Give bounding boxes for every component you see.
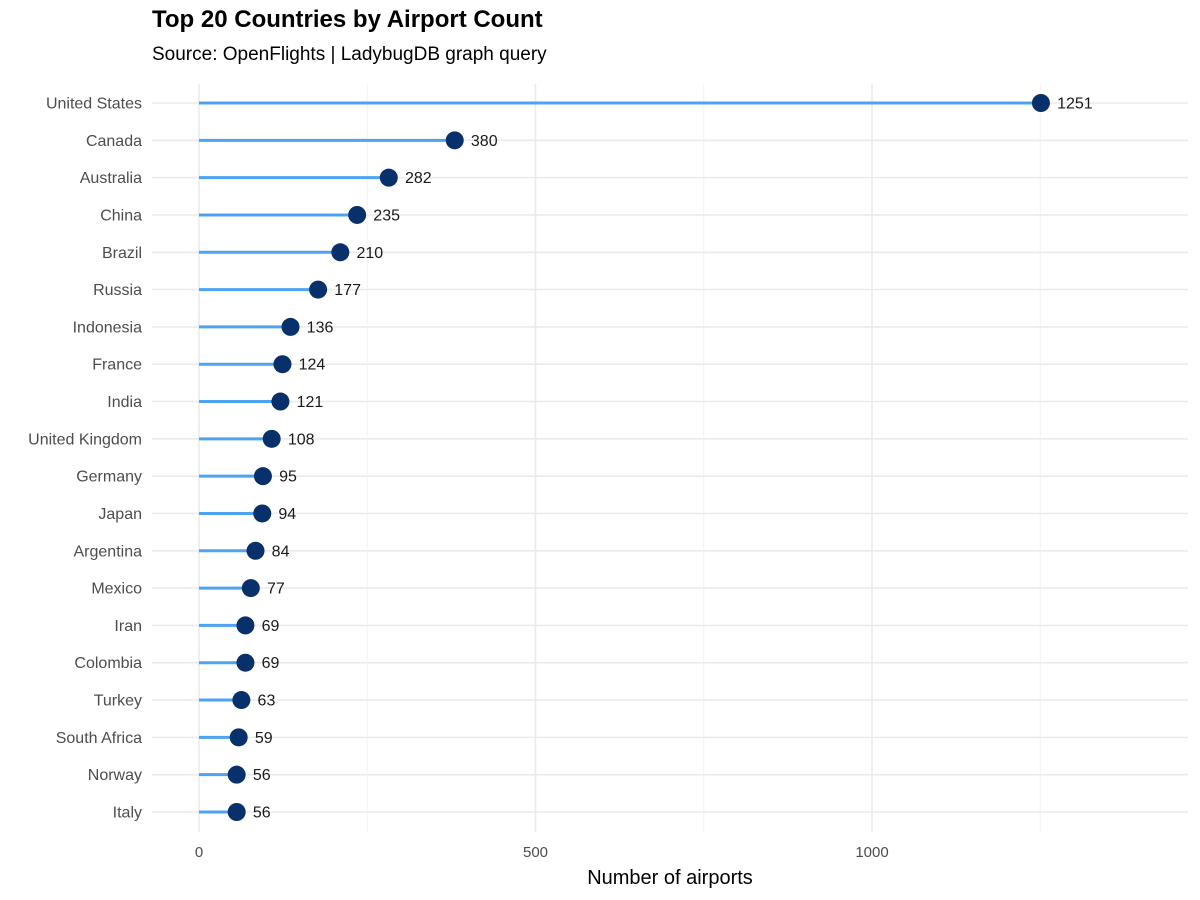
chart-title: Top 20 Countries by Airport Count — [152, 6, 543, 33]
x-tick-label: 1000 — [855, 844, 888, 861]
chart-row: Argentina 84 — [74, 541, 290, 560]
y-tick-label: Mexico — [91, 581, 142, 598]
chart-row: Norway 56 — [88, 765, 271, 784]
data-label: 282 — [405, 170, 432, 187]
lollipop-dot — [236, 616, 255, 635]
y-tick-label: China — [100, 207, 142, 224]
y-tick-label: United Kingdom — [28, 431, 142, 448]
chart-row: Canada 380 — [86, 131, 498, 150]
chart-row: Brazil 210 — [102, 243, 383, 262]
y-tick-label: South Africa — [56, 730, 142, 747]
lollipop-dot — [227, 765, 246, 784]
lollipop-dot — [331, 243, 350, 262]
y-tick-label: Indonesia — [73, 319, 142, 336]
y-tick-label: Norway — [88, 767, 142, 784]
data-label: 136 — [307, 319, 334, 336]
data-label: 94 — [278, 506, 296, 523]
lollipop-dot — [281, 317, 300, 336]
grid-minor — [366, 84, 1041, 832]
chart-row: India 121 — [107, 392, 324, 411]
chart-rows: United States 1251 Canada 380 Australia 282 Ch… — [28, 94, 1093, 822]
lollipop-dot — [253, 504, 272, 523]
data-label: 380 — [471, 133, 498, 150]
data-label: 69 — [262, 655, 280, 672]
data-label: 59 — [255, 730, 273, 747]
chart-row: Australia 282 — [80, 168, 432, 187]
lollipop-dot — [309, 280, 328, 299]
chart-row: Russia 177 — [93, 280, 361, 299]
lollipop-dot — [227, 803, 246, 821]
data-label: 56 — [253, 805, 271, 822]
chart-row: United Kingdom 108 — [28, 429, 315, 448]
chart-row: Iran 69 — [114, 616, 279, 635]
y-tick-label: France — [92, 357, 142, 374]
lollipop-dot — [271, 392, 290, 411]
y-tick-label: Italy — [113, 805, 142, 822]
lollipop-dot — [241, 579, 260, 598]
lollipop-dot — [445, 131, 464, 150]
lollipop-dot — [1031, 94, 1050, 112]
lollipop-dot — [236, 653, 255, 672]
chart-row: Germany 95 — [76, 467, 297, 486]
lollipop-dot — [262, 429, 281, 448]
chart-row: Japan 94 — [98, 504, 296, 523]
lollipop-dot — [229, 728, 248, 747]
data-label: 210 — [356, 245, 383, 262]
data-label: 124 — [299, 357, 326, 374]
x-tick-label: 0 — [195, 844, 203, 861]
y-tick-label: Turkey — [94, 693, 142, 710]
lollipop-dot — [253, 467, 272, 486]
chart-row: Turkey 63 — [94, 691, 276, 710]
x-axis-ticks: 0 500 1000 — [195, 844, 889, 861]
chart-row: South Africa 59 — [56, 728, 273, 747]
chart-row: United States 1251 — [46, 94, 1093, 113]
x-axis-label: Number of airports — [587, 867, 753, 889]
y-tick-label: Colombia — [74, 655, 142, 672]
y-tick-label: Argentina — [74, 543, 143, 560]
y-tick-label: Japan — [98, 506, 142, 523]
y-tick-label: Australia — [80, 170, 142, 187]
chart-row: Italy 56 — [113, 803, 271, 822]
y-tick-label: Germany — [76, 469, 142, 486]
chart-subtitle: Source: OpenFlights | LadybugDB graph qu… — [152, 44, 547, 65]
data-label: 177 — [334, 282, 361, 299]
lollipop-dot — [348, 205, 367, 224]
y-tick-label: Canada — [86, 133, 142, 150]
data-label: 56 — [253, 767, 271, 784]
data-label: 121 — [297, 394, 324, 411]
grid-major — [152, 84, 1188, 832]
chart-row: France 124 — [92, 355, 325, 374]
y-tick-label: Russia — [93, 282, 142, 299]
data-label: 77 — [267, 581, 285, 598]
data-label: 63 — [258, 693, 276, 710]
data-label: 1251 — [1057, 96, 1093, 113]
y-tick-label: Brazil — [102, 245, 142, 262]
y-tick-label: India — [107, 394, 142, 411]
chart-row: Indonesia 136 — [73, 317, 334, 336]
y-tick-label: Iran — [114, 618, 142, 635]
chart-row: Mexico 77 — [91, 579, 285, 598]
lollipop-dot — [379, 168, 398, 187]
chart-row: China 235 — [100, 205, 400, 224]
lollipop-dot — [273, 355, 292, 374]
data-label: 235 — [373, 207, 400, 224]
y-tick-label: United States — [46, 96, 142, 113]
chart-row: Colombia 69 — [74, 653, 280, 672]
x-tick-label: 500 — [523, 844, 548, 861]
data-label: 69 — [262, 618, 280, 635]
data-label: 108 — [288, 431, 315, 448]
lollipop-dot — [232, 691, 251, 710]
lollipop-dot — [246, 541, 265, 560]
data-label: 84 — [272, 543, 290, 560]
data-label: 95 — [279, 469, 297, 486]
